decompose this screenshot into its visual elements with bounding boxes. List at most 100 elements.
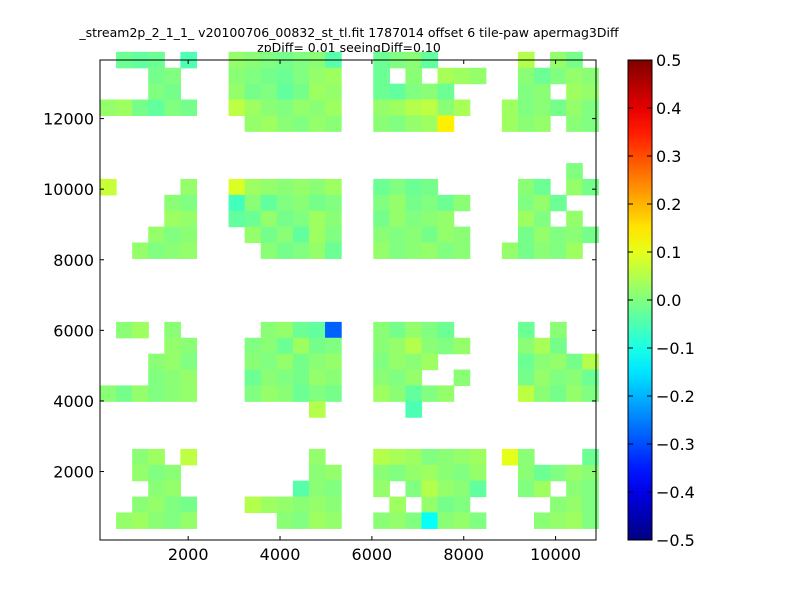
heatmap-cell	[373, 385, 390, 402]
heatmap-cell	[534, 115, 551, 132]
heatmap-cell	[534, 337, 551, 355]
colorbar: 0.5 0.4 0.3 0.2 0.1 0.0 −0.1 −0.2 −0.3 −0.4 −0.5	[627, 51, 695, 550]
heatmap-cell	[389, 226, 406, 244]
heatmap-cell	[308, 480, 326, 498]
heatmap-cell	[389, 512, 406, 529]
heatmap-cell	[148, 369, 165, 387]
heatmap-cell	[534, 464, 551, 482]
heatmap-cell	[308, 512, 326, 529]
heatmap-cell	[550, 385, 567, 402]
heatmap-cell	[582, 226, 599, 244]
heatmap-cell	[292, 480, 310, 498]
heatmap-cell	[292, 337, 310, 355]
heatmap-cell	[244, 83, 262, 101]
heatmap-cell	[566, 67, 583, 85]
heatmap-cell	[421, 353, 439, 371]
heatmap-cell	[292, 83, 310, 101]
heatmap-cell	[405, 115, 423, 132]
heatmap-cell	[582, 353, 599, 371]
heatmap-cell	[116, 99, 133, 117]
heatmap-cell	[389, 194, 406, 212]
y-tick-label: 2000	[53, 463, 94, 482]
heatmap-cell	[244, 226, 262, 244]
heatmap-cell	[534, 512, 551, 529]
y-tick-label: 4000	[53, 392, 94, 411]
heatmap-cell	[180, 496, 198, 514]
heatmap-cell	[180, 337, 198, 355]
heatmap-cell	[325, 242, 342, 259]
heatmap-cell	[550, 99, 567, 117]
heatmap-cell	[244, 115, 262, 132]
heatmap-cell	[373, 464, 390, 482]
heatmap-cell	[566, 464, 583, 482]
heatmap-cell	[517, 83, 535, 101]
x-tick-label: 10000	[530, 545, 581, 564]
heatmap-cell	[260, 83, 278, 101]
heatmap-cell	[453, 464, 471, 482]
heatmap-cell	[276, 210, 294, 228]
heatmap-cell	[132, 464, 149, 482]
heatmap-cell	[550, 337, 567, 355]
heatmap-cell	[453, 226, 471, 244]
heatmap-cell	[292, 99, 310, 117]
heatmap-cell	[148, 226, 165, 244]
heatmap-cell	[437, 99, 455, 117]
heatmap-cell	[164, 337, 181, 355]
heatmap-cell	[421, 321, 439, 339]
heatmap-cell	[501, 115, 519, 132]
heatmap-cell	[308, 448, 326, 466]
heatmap-cell	[260, 226, 278, 244]
heatmap-cell	[308, 353, 326, 371]
heatmap-cell	[308, 210, 326, 228]
heatmap-cell	[308, 194, 326, 212]
heatmap-cell	[116, 385, 133, 402]
heatmap-cell	[469, 512, 487, 529]
heatmap-cell	[260, 242, 278, 259]
heatmap-cell	[469, 480, 487, 498]
colorbar-tick-label: 0.0	[656, 291, 681, 310]
heatmap-cell	[180, 194, 198, 212]
heatmap-cell	[421, 496, 439, 514]
heatmap-cell	[405, 67, 423, 85]
heatmap-cell	[132, 496, 149, 514]
heatmap-cell	[373, 321, 390, 339]
heatmap-cell	[260, 496, 278, 514]
heatmap-cell	[582, 464, 599, 482]
heatmap-cell	[437, 385, 455, 402]
heatmap-cell	[244, 353, 262, 371]
heatmap-cell	[276, 194, 294, 212]
heatmap-cell	[421, 178, 439, 196]
heatmap-cell	[517, 210, 535, 228]
heatmap-cell	[132, 321, 149, 339]
heatmap-cell	[517, 369, 535, 387]
heatmap-cell	[566, 115, 583, 132]
heatmap-cell	[582, 178, 599, 196]
heatmap-cell	[421, 512, 439, 529]
heatmap-cell	[148, 99, 165, 117]
heatmap-cell	[308, 83, 326, 101]
heatmap-cell	[421, 337, 439, 355]
heatmap-cell	[148, 512, 165, 529]
heatmap-cell	[389, 210, 406, 228]
heatmap-cell	[164, 83, 181, 101]
heatmap-cell	[132, 512, 149, 529]
heatmap-cell	[180, 385, 198, 402]
heatmap-cell	[260, 353, 278, 371]
heatmap-cell	[517, 115, 535, 132]
heatmap-cell	[180, 226, 198, 244]
heatmap-cell	[550, 67, 567, 85]
heatmap-cell	[276, 99, 294, 117]
heatmap-cell	[292, 369, 310, 387]
heatmap-cell	[244, 210, 262, 228]
heatmap-cell	[132, 242, 149, 259]
heatmap-cell	[421, 448, 439, 466]
heatmap-cell	[148, 385, 165, 402]
heatmap-cell	[308, 337, 326, 355]
heatmap-cell	[373, 353, 390, 371]
heatmap-cell	[566, 385, 583, 402]
heatmap-cell	[276, 337, 294, 355]
heatmap-cell	[325, 99, 342, 117]
heatmap-cell	[148, 480, 165, 498]
heatmap-cell	[180, 353, 198, 371]
heatmap-cell	[517, 464, 535, 482]
